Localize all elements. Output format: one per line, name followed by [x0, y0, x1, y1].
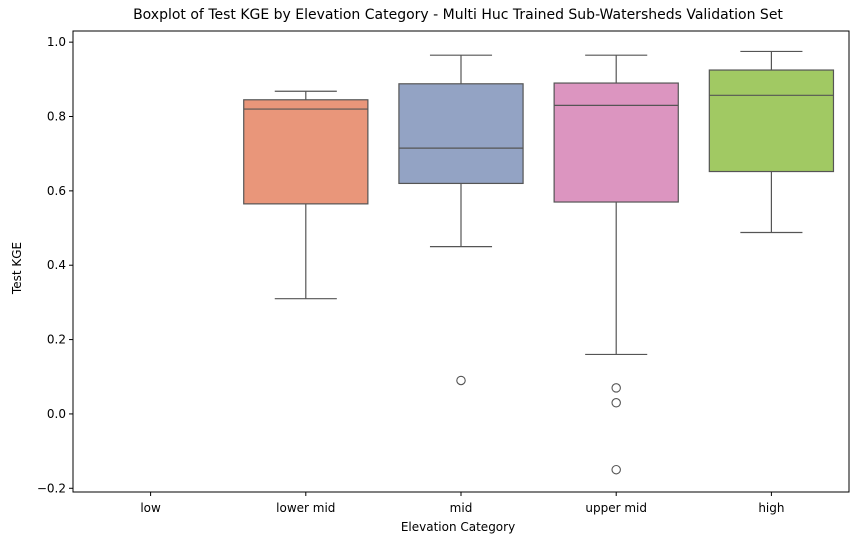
- x-tick-label: high: [758, 501, 784, 515]
- y-tick-label: 0.4: [47, 258, 66, 272]
- y-tick-label: 0.8: [47, 110, 66, 124]
- y-tick-label: 0.6: [47, 184, 66, 198]
- x-axis-label: Elevation Category: [401, 520, 515, 534]
- x-tick-label: mid: [450, 501, 473, 515]
- box-mid: [398, 83, 524, 185]
- outlier-upper-mid-0: [611, 383, 621, 393]
- chart-title: Boxplot of Test KGE by Elevation Categor…: [133, 7, 783, 23]
- y-axis-label: Test KGE: [10, 242, 24, 295]
- box-high: [708, 69, 835, 173]
- x-tick-label: low: [140, 501, 161, 515]
- box-lower-mid: [243, 99, 369, 205]
- outlier-mid-0: [456, 375, 466, 386]
- y-tick-label: 0.2: [47, 333, 66, 347]
- outlier-upper-mid-2: [611, 464, 621, 475]
- y-tick-label: 0.0: [47, 407, 66, 421]
- plot-area: −0.2 0.0 0.2 0.4 0.6 0.8 1.0 low lower mid mid upp…: [37, 30, 850, 515]
- x-tick-label: upper mid: [585, 501, 647, 515]
- outlier-upper-mid-1: [611, 398, 621, 408]
- x-tick-label: lower mid: [276, 501, 335, 515]
- box-upper-mid: [553, 82, 679, 203]
- y-tick-label: 1.0: [47, 35, 66, 49]
- y-tick-label: −0.2: [37, 481, 66, 495]
